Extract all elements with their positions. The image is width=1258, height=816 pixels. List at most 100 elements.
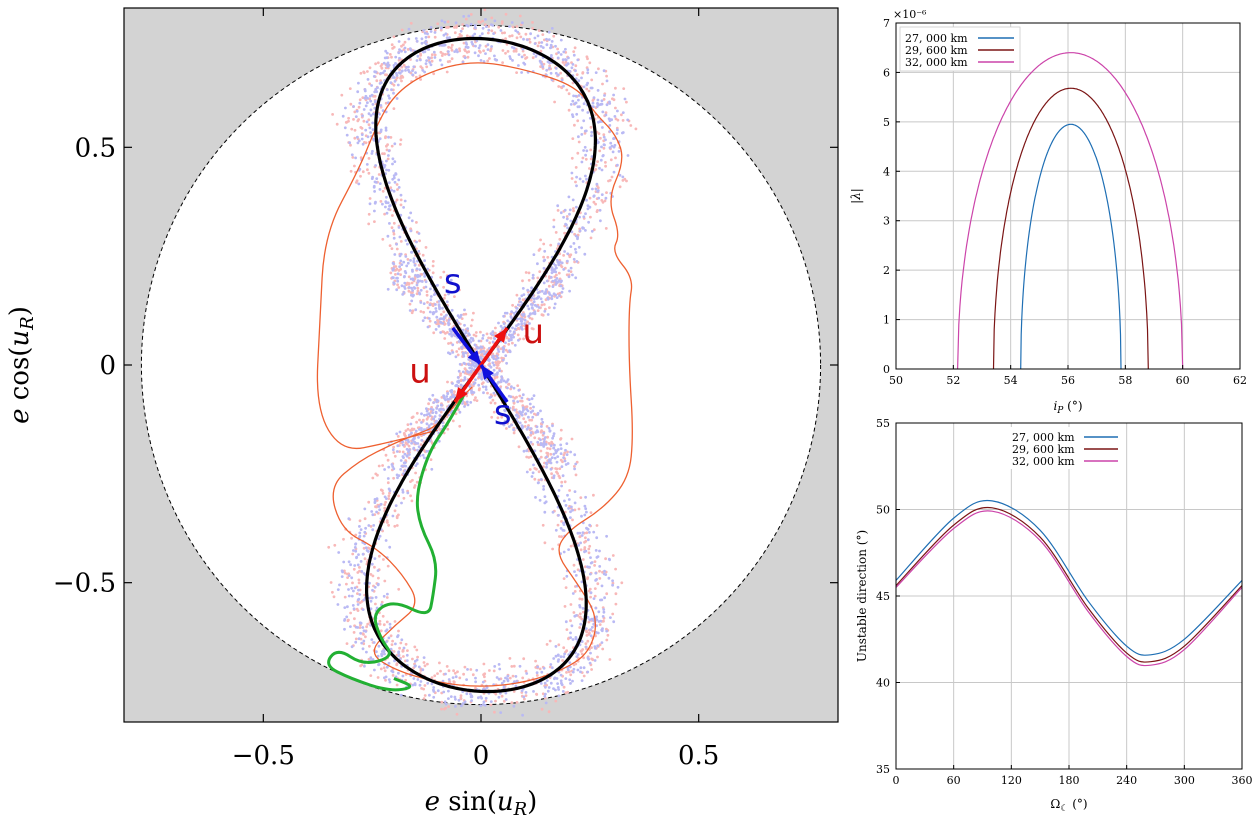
cloud-point bbox=[436, 689, 440, 693]
cloud-point bbox=[510, 310, 513, 313]
cloud-point bbox=[497, 25, 501, 29]
cloud-point bbox=[575, 260, 579, 263]
cloud-point bbox=[416, 448, 419, 452]
cloud-point bbox=[496, 348, 500, 351]
cloud-point bbox=[381, 464, 384, 467]
cloud-point bbox=[616, 585, 620, 589]
cloud-point bbox=[551, 510, 555, 514]
cloud-point bbox=[592, 200, 596, 204]
cloud-point bbox=[601, 82, 604, 86]
cloud-point bbox=[506, 378, 510, 381]
cloud-point bbox=[574, 637, 578, 641]
cloud-point bbox=[584, 645, 588, 649]
cloud-point bbox=[517, 303, 520, 307]
cloud-point bbox=[569, 673, 573, 677]
cloud-point bbox=[379, 130, 383, 134]
cloud-point bbox=[605, 79, 609, 83]
cloud-point bbox=[500, 377, 504, 381]
cloud-point bbox=[467, 14, 471, 18]
cloud-point bbox=[482, 703, 485, 706]
cloud-point bbox=[423, 694, 427, 697]
cloud-point bbox=[395, 276, 398, 280]
cloud-point bbox=[542, 281, 546, 285]
y-tick-label: 35 bbox=[876, 763, 890, 776]
cloud-point bbox=[524, 691, 528, 694]
cloud-point bbox=[602, 135, 606, 139]
cloud-point bbox=[354, 640, 358, 644]
series-line bbox=[992, 87, 1149, 370]
cloud-point bbox=[576, 237, 579, 241]
cloud-point bbox=[594, 579, 597, 582]
branch-label: u bbox=[522, 312, 544, 352]
cloud-point bbox=[426, 325, 430, 329]
cloud-point bbox=[415, 648, 419, 652]
cloud-point bbox=[477, 383, 481, 387]
cloud-point bbox=[402, 496, 406, 500]
x-tick-label: 180 bbox=[1059, 774, 1080, 787]
cloud-point bbox=[452, 680, 456, 683]
cloud-point bbox=[460, 345, 463, 349]
cloud-point bbox=[592, 195, 596, 198]
cloud-point bbox=[444, 702, 448, 706]
cloud-point bbox=[485, 339, 489, 342]
cloud-point bbox=[579, 670, 582, 674]
cloud-point bbox=[610, 144, 614, 148]
cloud-point bbox=[611, 97, 614, 101]
cloud-point bbox=[389, 271, 393, 275]
cloud-point bbox=[545, 643, 549, 646]
cloud-point bbox=[568, 212, 571, 216]
cloud-point bbox=[603, 199, 607, 203]
cloud-point bbox=[367, 112, 371, 116]
cloud-point bbox=[505, 336, 509, 340]
cloud-point bbox=[546, 60, 550, 64]
cloud-point bbox=[393, 160, 397, 164]
cloud-point bbox=[376, 86, 379, 90]
cloud-point bbox=[538, 498, 542, 502]
cloud-point bbox=[432, 401, 436, 404]
cloud-point bbox=[399, 259, 403, 263]
cloud-point bbox=[451, 393, 455, 397]
cloud-point bbox=[350, 576, 354, 580]
cloud-point bbox=[584, 507, 588, 511]
cloud-point bbox=[562, 215, 565, 219]
cloud-point bbox=[555, 52, 558, 56]
cloud-point bbox=[426, 301, 429, 304]
cloud-point bbox=[562, 685, 566, 689]
cloud-point bbox=[400, 49, 403, 53]
cloud-point bbox=[345, 582, 348, 586]
cloud-point bbox=[394, 55, 398, 59]
cloud-point bbox=[567, 275, 571, 279]
cloud-point bbox=[480, 345, 484, 349]
cloud-point bbox=[605, 592, 609, 596]
cloud-point bbox=[419, 680, 423, 683]
cloud-point bbox=[459, 383, 463, 387]
cloud-point bbox=[412, 446, 416, 450]
cloud-point bbox=[530, 397, 534, 401]
cloud-point bbox=[385, 148, 389, 152]
cloud-point bbox=[519, 325, 523, 329]
cloud-point bbox=[401, 649, 405, 653]
cloud-point bbox=[427, 35, 431, 39]
cloud-point bbox=[474, 680, 477, 684]
cloud-point bbox=[366, 549, 370, 553]
cloud-point bbox=[432, 422, 436, 426]
cloud-point bbox=[575, 112, 579, 116]
cloud-point bbox=[496, 416, 500, 420]
cloud-point bbox=[445, 70, 449, 74]
cloud-point bbox=[469, 668, 473, 671]
cloud-point bbox=[515, 71, 518, 74]
cloud-point bbox=[362, 108, 366, 111]
cloud-point bbox=[392, 221, 396, 225]
cloud-point bbox=[371, 112, 375, 116]
cloud-point bbox=[415, 411, 419, 415]
cloud-point bbox=[520, 689, 524, 693]
cloud-point bbox=[537, 29, 541, 32]
cloud-point bbox=[422, 661, 426, 664]
cloud-point bbox=[384, 126, 388, 130]
cloud-point bbox=[618, 185, 622, 189]
cloud-point bbox=[396, 188, 399, 191]
cloud-point bbox=[557, 688, 560, 691]
cloud-point bbox=[532, 394, 536, 397]
cloud-point bbox=[491, 352, 495, 356]
cloud-point bbox=[406, 438, 410, 442]
